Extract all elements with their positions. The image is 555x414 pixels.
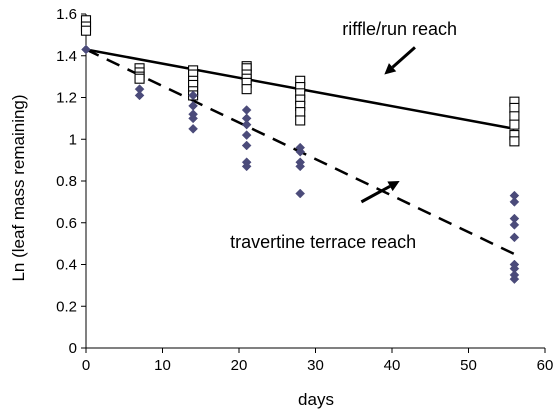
x-tick-label: 30 [307, 357, 324, 374]
y-tick-label: 0.6 [56, 215, 77, 232]
x-tick-label: 60 [537, 357, 554, 374]
x-tick-label: 20 [231, 357, 248, 374]
travertine-point [295, 188, 306, 199]
axes-layer: 0 10 20 30 40 50 60 0 0.2 0.4 0.6 0.8 1 1.2 1.4 1.6 [56, 6, 553, 374]
y-tick-label: 1.6 [56, 6, 77, 23]
y-tick-label: 1 [69, 131, 77, 148]
riffle-point [241, 84, 252, 95]
x-axis-title: days [298, 390, 334, 409]
x-tick-label: 40 [384, 357, 401, 374]
travertine-point [188, 90, 198, 101]
x-tick-label: 0 [82, 357, 90, 374]
y-tick-label: 0.2 [56, 298, 77, 315]
y-tick-label: 1.2 [56, 90, 77, 107]
travertine-point [295, 146, 306, 157]
y-tick-label: 0 [69, 340, 77, 357]
travertine-point [241, 140, 252, 151]
riffle-point [134, 73, 145, 84]
annotation-arrow-shaft [360, 184, 391, 204]
riffle-annotation-label: riffle/run reach [342, 19, 457, 39]
travertine-point [241, 130, 252, 140]
annotation-arrow-head [387, 181, 400, 192]
travertine-point [134, 90, 145, 101]
annotations-layer: riffle/run reach travertine terrace reach [230, 19, 457, 252]
travertine-point [509, 232, 520, 243]
riffle-point [80, 25, 92, 36]
travertine-point [81, 44, 91, 55]
travertine-point [241, 105, 252, 115]
points-layer [80, 15, 520, 284]
travertine-point [241, 161, 252, 172]
travertine-point [509, 219, 520, 230]
riffle-point [295, 107, 306, 118]
travertine-annotation-label: travertine terrace reach [230, 232, 416, 252]
x-tick-label: 10 [154, 357, 171, 374]
riffle-point [509, 119, 520, 130]
y-tick-label: 0.8 [56, 173, 77, 190]
y-axis-title: Ln (leaf mass remaining) [9, 94, 28, 281]
annotation-arrow-shaft [391, 46, 416, 69]
riffle-point [509, 136, 520, 147]
y-tick-label: 1.4 [56, 48, 77, 65]
travertine-point [188, 123, 198, 134]
travertine-point [295, 161, 306, 172]
riffle-point [295, 115, 306, 126]
y-tick-label: 0.4 [56, 257, 77, 274]
riffle-point [509, 102, 520, 113]
travertine-point [241, 119, 252, 130]
riffle-point [509, 111, 520, 122]
travertine-point [188, 113, 198, 124]
travertine-point [509, 197, 520, 207]
travertine-point [509, 274, 520, 284]
annotation-arrow-head [384, 63, 397, 75]
x-tick-label: 50 [460, 357, 477, 374]
